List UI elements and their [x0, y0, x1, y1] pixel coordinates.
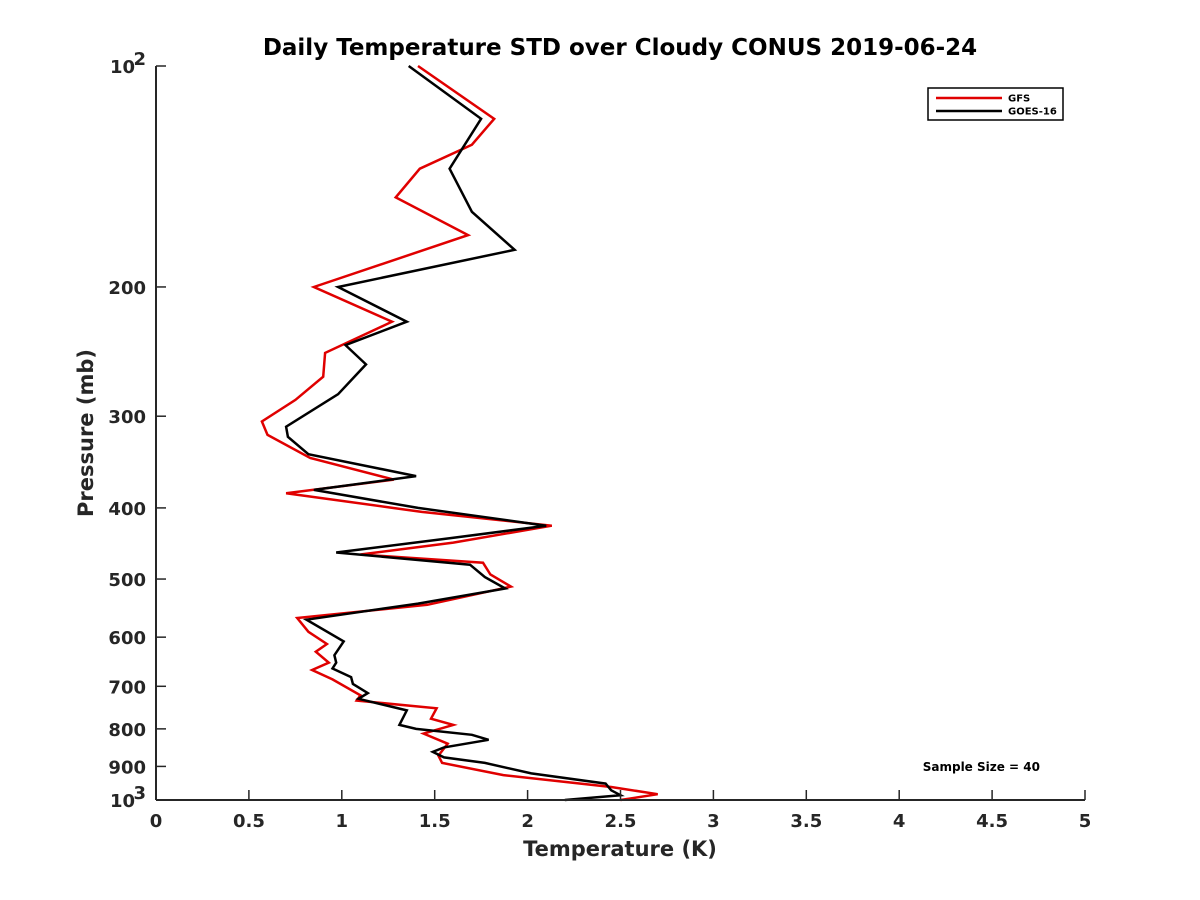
x-tick-label: 1.5 — [419, 811, 451, 832]
x-tick-label: 0.5 — [233, 811, 265, 832]
y-tick-label: 200 — [108, 278, 146, 299]
y-tick-label: 900 — [108, 757, 146, 778]
legend-label: GOES-16 — [1008, 107, 1057, 118]
x-tick-label: 4 — [893, 811, 906, 832]
x-tick-label: 2.5 — [605, 811, 637, 832]
series-layer — [260, 64, 658, 802]
x-tick-label: 4.5 — [976, 811, 1008, 832]
y-axis-label: Pressure (mb) — [74, 349, 98, 517]
y-tick-label: 300 — [108, 407, 146, 428]
x-tick-label: 3.5 — [790, 811, 822, 832]
legend-label: GFS — [1008, 94, 1030, 105]
legend-box — [927, 87, 1064, 121]
y-tick-exponent: 2 — [133, 49, 146, 70]
y-tick-label: 600 — [108, 628, 146, 649]
series-line-gfs — [260, 64, 658, 802]
y-tick-label: 500 — [108, 570, 146, 591]
chart-title: Daily Temperature STD over Cloudy CONUS … — [263, 35, 977, 61]
x-tick-label: 2 — [521, 811, 534, 832]
sample-size-annotation: Sample Size = 40 — [923, 760, 1040, 774]
y-tick-label: 10 — [110, 791, 135, 812]
legend: GFS GOES-16 — [927, 87, 1064, 121]
y-tick-exponent: 3 — [133, 783, 146, 804]
y-tick-label: 10 — [110, 57, 135, 78]
x-axis: 0 0.5 1 1.5 2 2.5 3 3.5 4 4.5 5 — [150, 790, 1092, 832]
x-axis-label: Temperature (K) — [523, 837, 717, 861]
series-line-goes-16 — [284, 64, 625, 802]
y-tick-label: 400 — [108, 499, 146, 520]
x-tick-label: 1 — [336, 811, 349, 832]
x-tick-label: 0 — [150, 811, 163, 832]
x-tick-label: 5 — [1079, 811, 1092, 832]
y-tick-label: 700 — [108, 677, 146, 698]
y-tick-label: 800 — [108, 720, 146, 741]
x-tick-label: 3 — [707, 811, 720, 832]
